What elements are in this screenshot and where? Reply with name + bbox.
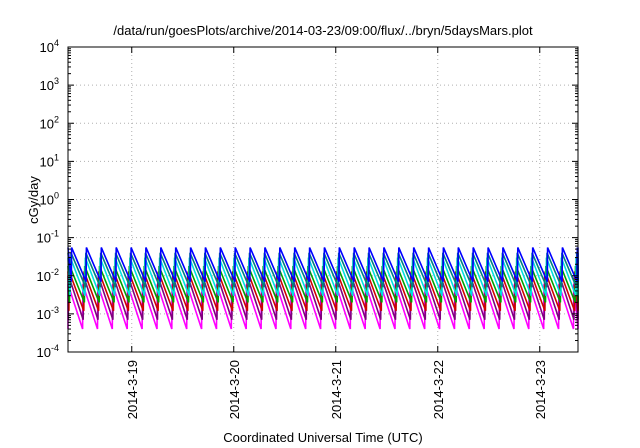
x-tick-label: 2014-3-20	[227, 360, 242, 419]
grid	[68, 47, 578, 352]
ticks: 10-4 10-3 10-2 10-1 100 101 102 103 104 2014-3-19…	[37, 38, 578, 419]
x-tick-label: 2014-3-22	[431, 360, 446, 419]
y-tick-label: 104	[40, 38, 59, 55]
x-tick-label: 2014-3-21	[329, 360, 344, 419]
y-tick-label: 101	[40, 152, 59, 169]
y-tick-label: 102	[40, 114, 59, 131]
series-line	[67, 247, 579, 283]
chart-title: /data/run/goesPlots/archive/2014-03-23/0…	[113, 23, 533, 38]
x-tick-label: 2014-3-19	[125, 360, 140, 419]
y-tick-label: 10-1	[37, 229, 59, 246]
x-axis-label: Coordinated Universal Time (UTC)	[223, 430, 422, 445]
y-tick-label: 100	[40, 191, 59, 208]
y-tick-label: 10-2	[37, 267, 59, 284]
y-tick-label: 103	[40, 76, 59, 93]
y-tick-label: 10-3	[37, 305, 59, 322]
y-tick-label: 10-4	[37, 343, 59, 360]
x-tick-label: 2014-3-23	[533, 360, 548, 419]
series-group	[67, 247, 579, 330]
y-axis-label: cGy/day	[26, 176, 41, 224]
